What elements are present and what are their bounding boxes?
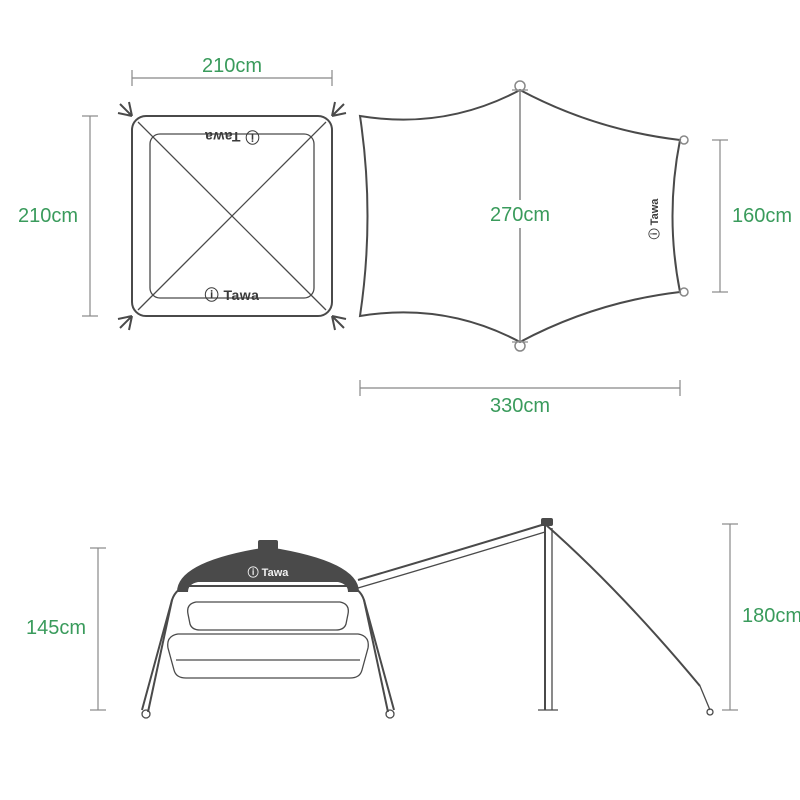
dim-tent-depth-label: 210cm	[18, 205, 78, 227]
top-view: ⓘ Tawa ⓘ Tawa ⓘ Tawa 210cm	[18, 55, 792, 417]
dim-tent-depth: 210cm	[18, 116, 98, 316]
dim-tent-height-label: 145cm	[26, 617, 86, 639]
side-view: ⓘ Tawa 145cm	[26, 518, 800, 718]
dim-tent-width-label: 210cm	[202, 55, 262, 77]
tent-top: ⓘ Tawa ⓘ Tawa	[118, 102, 346, 330]
dim-awning-depth: 270cm	[474, 90, 566, 342]
dim-tent-height: 145cm	[26, 548, 106, 710]
tent-brand-bottom: ⓘ Tawa	[205, 287, 260, 303]
tent-brand-top: ⓘ Tawa	[205, 129, 260, 145]
dim-awning-width-label: 330cm	[490, 395, 550, 417]
tent-dimensions-diagram: ⓘ Tawa ⓘ Tawa ⓘ Tawa 210cm	[0, 0, 800, 800]
dim-awning-depth-label: 270cm	[490, 204, 550, 226]
dim-awning-edge: 160cm	[712, 140, 792, 292]
awning-side	[358, 518, 713, 715]
dim-tent-width: 210cm	[132, 55, 332, 86]
dim-awning-edge-label: 160cm	[732, 205, 792, 227]
dim-pole-height-label: 180cm	[742, 605, 800, 627]
awning-brand: ⓘ Tawa	[647, 198, 661, 240]
dim-awning-width: 330cm	[360, 380, 680, 417]
dim-pole-height: 180cm	[722, 524, 800, 710]
tent-side-brand: ⓘ Tawa	[248, 565, 290, 579]
tent-side: ⓘ Tawa	[142, 540, 394, 718]
